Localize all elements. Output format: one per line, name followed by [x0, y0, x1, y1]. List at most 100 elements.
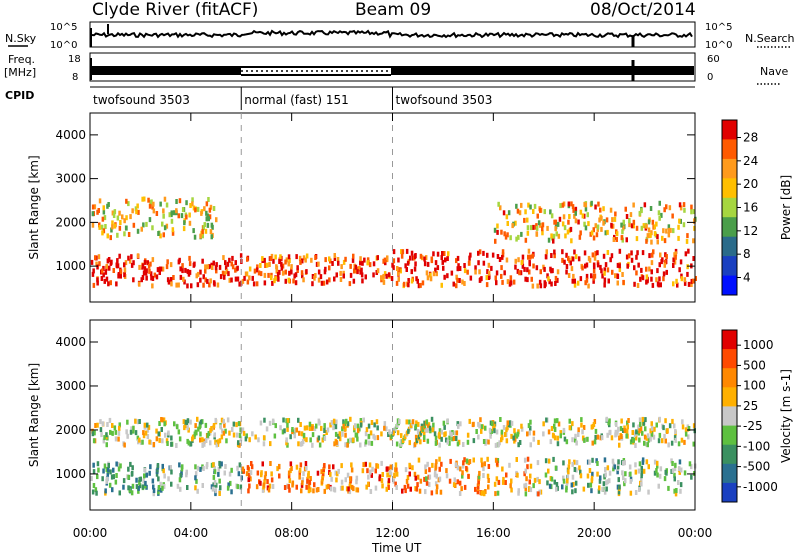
- heatmap-cell: [518, 270, 521, 276]
- heatmap-cell: [340, 264, 343, 270]
- heatmap-cell: [529, 463, 533, 469]
- heatmap-cell: [253, 268, 257, 274]
- colorbar-swatch: [722, 217, 737, 238]
- heatmap-cell: [92, 483, 96, 488]
- heatmap-cell: [462, 442, 465, 447]
- heatmap-cell: [142, 270, 146, 276]
- heatmap-cell: [658, 432, 662, 438]
- heatmap-cell: [105, 432, 108, 438]
- colorbar-tick-label: -500: [743, 460, 770, 474]
- heatmap-cell: [603, 270, 606, 276]
- heatmap-cell: [218, 438, 222, 444]
- heatmap-cell: [361, 260, 364, 266]
- heatmap-cell: [395, 280, 399, 286]
- heatmap-cell: [172, 275, 175, 280]
- heatmap-cell: [446, 439, 449, 445]
- heatmap-cell: [138, 437, 141, 443]
- heatmap-cell: [417, 457, 421, 463]
- heatmap-cell: [688, 461, 692, 467]
- heatmap-cell: [124, 225, 128, 231]
- heatmap-cell: [521, 263, 525, 269]
- heatmap-cell: [487, 464, 491, 469]
- heatmap-cell: [289, 434, 292, 440]
- heatmap-cell: [667, 224, 671, 230]
- heatmap-cell: [91, 222, 95, 228]
- heatmap-cell: [175, 199, 178, 204]
- heatmap-cell: [334, 431, 338, 437]
- heatmap-cell: [478, 423, 481, 429]
- heatmap-cell: [589, 231, 592, 237]
- heatmap-cell: [298, 474, 301, 480]
- heatmap-cell: [429, 428, 432, 434]
- heatmap-cell: [490, 265, 493, 271]
- heatmap-cell: [547, 429, 551, 435]
- heatmap-cell: [156, 267, 160, 273]
- heatmap-cell: [151, 276, 155, 281]
- heatmap-cell: [622, 460, 625, 466]
- heatmap-cell: [152, 488, 156, 493]
- heatmap-cell: [230, 467, 233, 473]
- heatmap-cell: [96, 264, 99, 270]
- heatmap-cell: [498, 440, 501, 446]
- heatmap-cell: [295, 464, 299, 470]
- cpid-segment-label: twofsound 3503: [396, 93, 493, 107]
- heatmap-cell: [625, 433, 628, 439]
- heatmap-cell: [545, 249, 548, 255]
- heatmap-cell: [603, 277, 607, 283]
- heatmap-cell: [500, 429, 504, 435]
- heatmap-cell: [561, 221, 565, 227]
- heatmap-cell: [146, 260, 149, 266]
- heatmap-cell: [496, 223, 499, 229]
- heatmap-cell: [487, 262, 491, 268]
- heatmap-cell: [593, 255, 597, 261]
- heatmap-cell: [653, 224, 656, 230]
- heatmap-cell: [512, 435, 515, 441]
- heatmap-cell: [495, 280, 498, 286]
- heatmap-cell: [142, 222, 145, 228]
- heatmap-cell: [281, 270, 285, 276]
- heatmap-cell: [667, 232, 671, 238]
- heatmap-cell: [493, 481, 497, 487]
- heatmap-cell: [99, 419, 102, 425]
- heatmap-cell: [510, 487, 513, 493]
- heatmap-cell: [554, 219, 558, 225]
- heatmap-cell: [145, 221, 148, 227]
- heatmap-cell: [650, 421, 653, 427]
- heatmap-cell: [479, 417, 482, 423]
- colorbar-label: Velocity [m s-1]: [779, 369, 793, 463]
- heatmap-cell: [410, 250, 414, 256]
- heatmap-cell: [647, 437, 651, 443]
- heatmap-cell: [434, 469, 437, 475]
- heatmap-cell: [685, 238, 689, 244]
- heatmap-cell: [102, 272, 105, 278]
- heatmap-cell: [404, 263, 407, 269]
- heatmap-cell: [598, 485, 601, 491]
- heatmap-cell: [615, 422, 618, 427]
- heatmap-cell: [673, 423, 676, 429]
- heatmap-cell: [426, 424, 430, 430]
- heatmap-cell: [273, 433, 277, 439]
- heatmap-cell: [520, 231, 523, 237]
- heatmap-cell: [570, 482, 574, 488]
- heatmap-cell: [386, 472, 389, 478]
- heatmap-cell: [510, 433, 513, 439]
- heatmap-cell: [553, 423, 556, 429]
- heatmap-cell: [359, 422, 363, 428]
- heatmap-cell: [332, 464, 335, 470]
- heatmap-cell: [577, 427, 580, 433]
- heatmap-cell: [161, 463, 164, 469]
- heatmap-cell: [155, 211, 159, 216]
- colorbar-tick-label: -25: [743, 419, 763, 433]
- heatmap-cell: [198, 424, 202, 430]
- heatmap-cell: [458, 480, 462, 486]
- heatmap-cell: [237, 471, 241, 477]
- heatmap-cell: [454, 430, 457, 436]
- heatmap-cell: [486, 456, 489, 462]
- heatmap-cell: [397, 257, 400, 263]
- heatmap-cell: [586, 212, 589, 218]
- heatmap-cell: [182, 419, 186, 425]
- heatmap-cell: [435, 489, 438, 495]
- heatmap-cell: [223, 271, 227, 277]
- heatmap-cell: [151, 478, 155, 484]
